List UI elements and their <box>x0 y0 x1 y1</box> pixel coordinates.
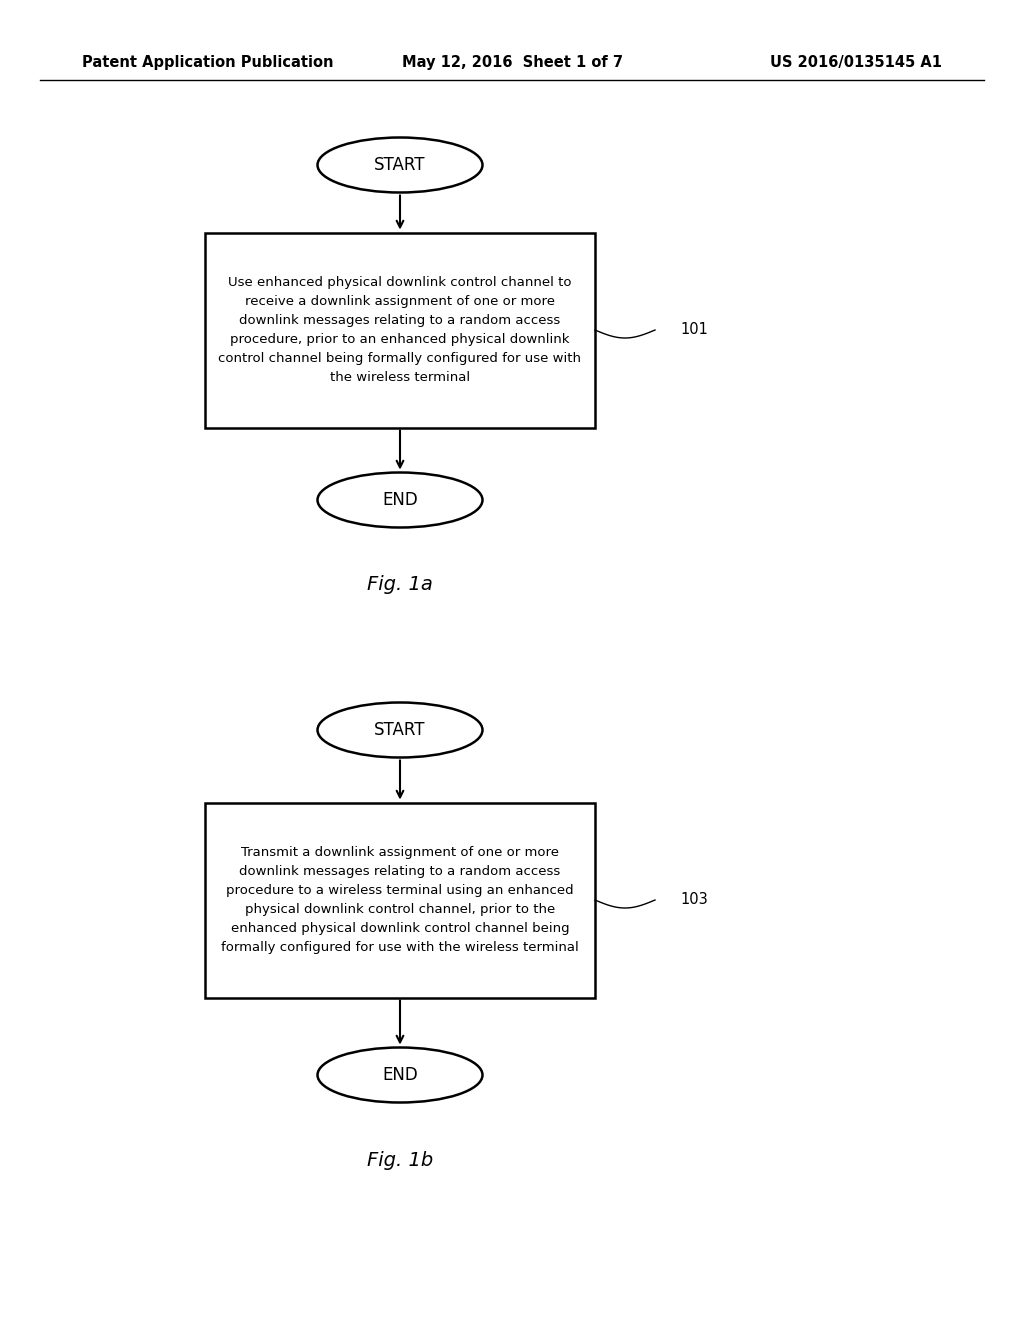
Text: START: START <box>374 156 426 174</box>
Text: May 12, 2016  Sheet 1 of 7: May 12, 2016 Sheet 1 of 7 <box>401 54 623 70</box>
Text: Fig. 1b: Fig. 1b <box>367 1151 433 1170</box>
Text: Use enhanced physical downlink control channel to
receive a downlink assignment : Use enhanced physical downlink control c… <box>218 276 582 384</box>
Text: Transmit a downlink assignment of one or more
downlink messages relating to a ra: Transmit a downlink assignment of one or… <box>221 846 579 954</box>
Text: US 2016/0135145 A1: US 2016/0135145 A1 <box>770 54 942 70</box>
Text: END: END <box>382 491 418 510</box>
Bar <box>205 232 595 428</box>
Text: 103: 103 <box>680 892 708 908</box>
Text: START: START <box>374 721 426 739</box>
Text: 101: 101 <box>680 322 708 338</box>
Text: Patent Application Publication: Patent Application Publication <box>82 54 334 70</box>
Text: Fig. 1a: Fig. 1a <box>367 576 433 594</box>
Bar <box>205 803 595 998</box>
Text: END: END <box>382 1067 418 1084</box>
